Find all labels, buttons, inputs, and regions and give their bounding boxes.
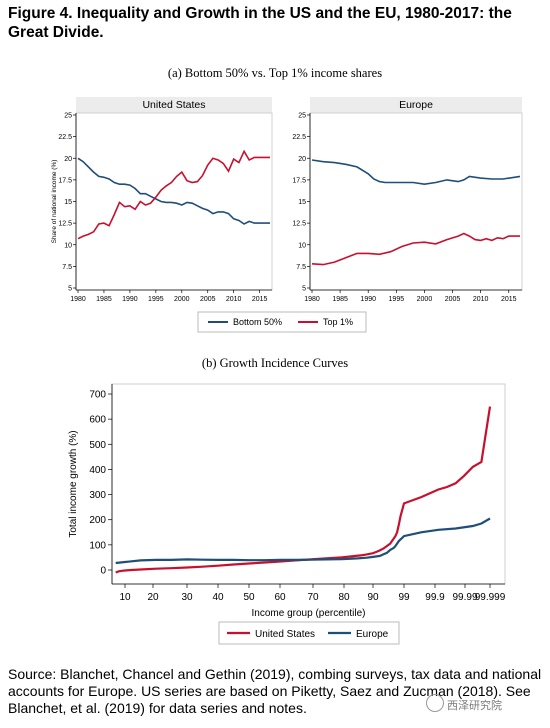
y-tick-label-1-2: 10	[298, 242, 306, 249]
x-tick-label-1-5: 2005	[445, 296, 461, 303]
figure-title: Figure 4. Inequality and Growth in the U…	[8, 5, 512, 41]
y-axis-title-0: Share of national income (%)	[51, 160, 58, 244]
x-tick-label-0-6: 2010	[226, 296, 242, 303]
y-axis-title-b: Total income growth (%)	[68, 430, 79, 537]
plot-area-0	[75, 112, 273, 291]
x-tick-label-0-5: 2005	[200, 296, 216, 303]
x-tick-label-b-5: 60	[274, 592, 286, 603]
y-tick-label-1-1: 7.5	[296, 264, 306, 271]
legend-a-box	[197, 311, 367, 333]
y-tick-label-0-7: 22.5	[58, 134, 72, 141]
y-tick-label-0-5: 17.5	[58, 177, 72, 184]
x-tick-label-1-6: 2010	[473, 296, 489, 303]
panel-title-0: United States	[142, 99, 205, 111]
series-line-0-1	[77, 149, 270, 240]
x-tick-label-b-10: 99.9	[425, 592, 445, 603]
x-tick-label-1-4: 2000	[417, 296, 433, 303]
y-tick-label-0-8: 25	[64, 113, 72, 120]
y-tick-label-0-6: 20	[64, 156, 72, 163]
plot-area-1	[309, 112, 523, 291]
y-tick-label-b-7: 700	[89, 390, 106, 401]
y-tick-label-0-0: 5	[68, 286, 72, 293]
x-tick-label-b-3: 40	[212, 592, 224, 603]
x-axis-title-b: Income group (percentile)	[252, 608, 366, 619]
legend-a-label-0: Bottom 50%	[233, 317, 282, 327]
panel-a-caption: (a) Bottom 50% vs. Top 1% income shares	[167, 66, 383, 80]
watermark-text: 西泽研究院	[447, 700, 502, 712]
x-tick-label-1-2: 1990	[360, 296, 376, 303]
plot-area-b	[111, 383, 506, 585]
y-tick-label-b-5: 500	[89, 440, 106, 451]
y-tick-label-1-0: 5	[302, 286, 306, 293]
panel-header-1	[310, 97, 522, 113]
x-tick-label-b-2: 30	[181, 592, 193, 603]
series-line-1-0	[311, 159, 521, 186]
legend-a-label-1: Top 1%	[323, 317, 353, 327]
x-tick-label-0-2: 1990	[122, 296, 138, 303]
x-tick-label-b-4: 50	[243, 592, 255, 603]
series-line-b-0	[115, 406, 492, 574]
x-tick-label-b-11: 99.99	[452, 592, 477, 603]
series-line-0-0	[77, 157, 270, 225]
series-line-b-1	[115, 517, 491, 565]
x-tick-label-b-8: 90	[367, 592, 379, 603]
x-tick-label-1-1: 1985	[332, 296, 348, 303]
x-tick-label-0-7: 2015	[252, 296, 268, 303]
y-tick-label-b-0: 0	[100, 566, 106, 577]
watermark-icon	[426, 694, 444, 712]
y-tick-label-1-3: 12.5	[292, 221, 306, 228]
x-tick-label-1-0: 1980	[304, 296, 320, 303]
y-tick-label-1-5: 17.5	[292, 177, 306, 184]
x-tick-label-1-7: 2015	[501, 296, 517, 303]
legend-b-box	[218, 621, 400, 645]
y-tick-label-1-7: 22.5	[292, 134, 306, 141]
x-tick-label-b-7: 80	[338, 592, 350, 603]
panel-title-1: Europe	[399, 99, 433, 111]
y-tick-label-0-2: 10	[64, 242, 72, 249]
panel-b-caption: (b) Growth Incidence Curves	[201, 356, 349, 370]
x-tick-label-b-1: 20	[147, 592, 159, 603]
y-tick-label-1-4: 15	[298, 199, 306, 206]
x-tick-label-1-3: 1995	[389, 296, 405, 303]
y-tick-label-b-4: 400	[89, 465, 106, 476]
y-tick-label-b-6: 600	[89, 415, 106, 426]
x-tick-label-0-0: 1980	[70, 296, 86, 303]
y-tick-label-0-4: 15	[64, 199, 72, 206]
source-note: Source: Blanchet, Chancel and Gethin (20…	[8, 666, 542, 716]
legend-b-label-0: United States	[255, 629, 315, 640]
x-tick-label-0-3: 1995	[148, 296, 164, 303]
y-tick-label-b-3: 300	[89, 490, 106, 501]
y-tick-label-0-1: 7.5	[62, 264, 72, 271]
x-tick-label-b-12: 99.999	[475, 592, 506, 603]
x-tick-label-b-0: 10	[119, 592, 131, 603]
x-tick-label-b-6: 70	[307, 592, 319, 603]
x-tick-label-0-1: 1985	[96, 296, 112, 303]
panel-header-0	[76, 97, 272, 113]
legend-b-label-1: Europe	[356, 629, 389, 640]
y-tick-label-b-1: 100	[89, 540, 106, 551]
y-tick-label-1-8: 25	[298, 113, 306, 120]
y-tick-label-1-6: 20	[298, 156, 306, 163]
x-tick-label-0-4: 2000	[174, 296, 190, 303]
y-tick-label-b-2: 200	[89, 515, 106, 526]
x-tick-label-b-9: 99	[398, 592, 410, 603]
y-tick-label-0-3: 12.5	[58, 221, 72, 228]
series-line-1-1	[311, 232, 520, 266]
